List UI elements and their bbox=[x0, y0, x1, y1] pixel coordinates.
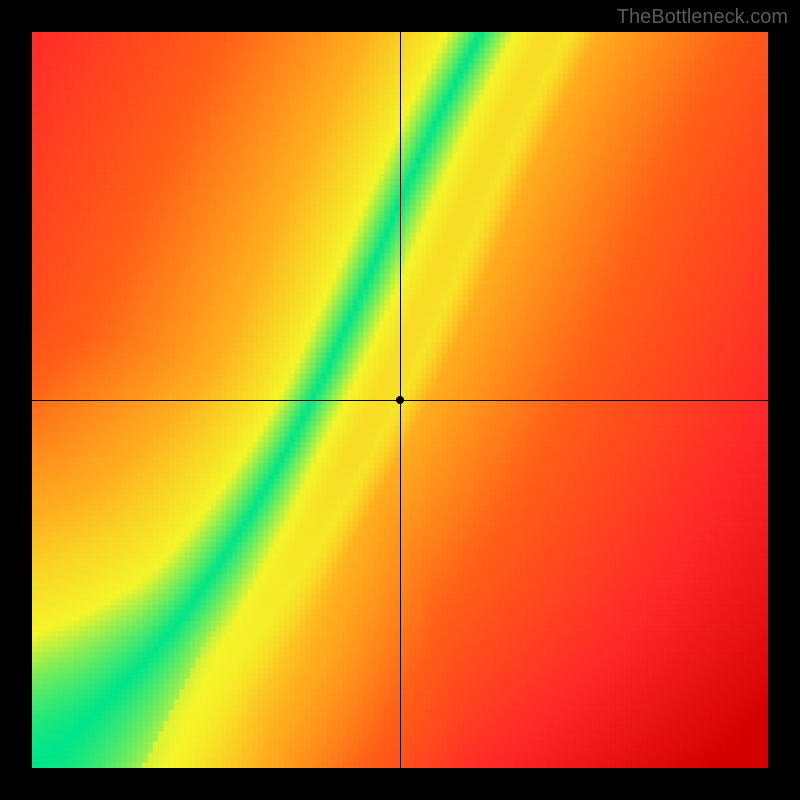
marker-dot bbox=[396, 396, 404, 404]
plot-area bbox=[32, 32, 768, 768]
watermark-text: TheBottleneck.com bbox=[617, 6, 788, 29]
